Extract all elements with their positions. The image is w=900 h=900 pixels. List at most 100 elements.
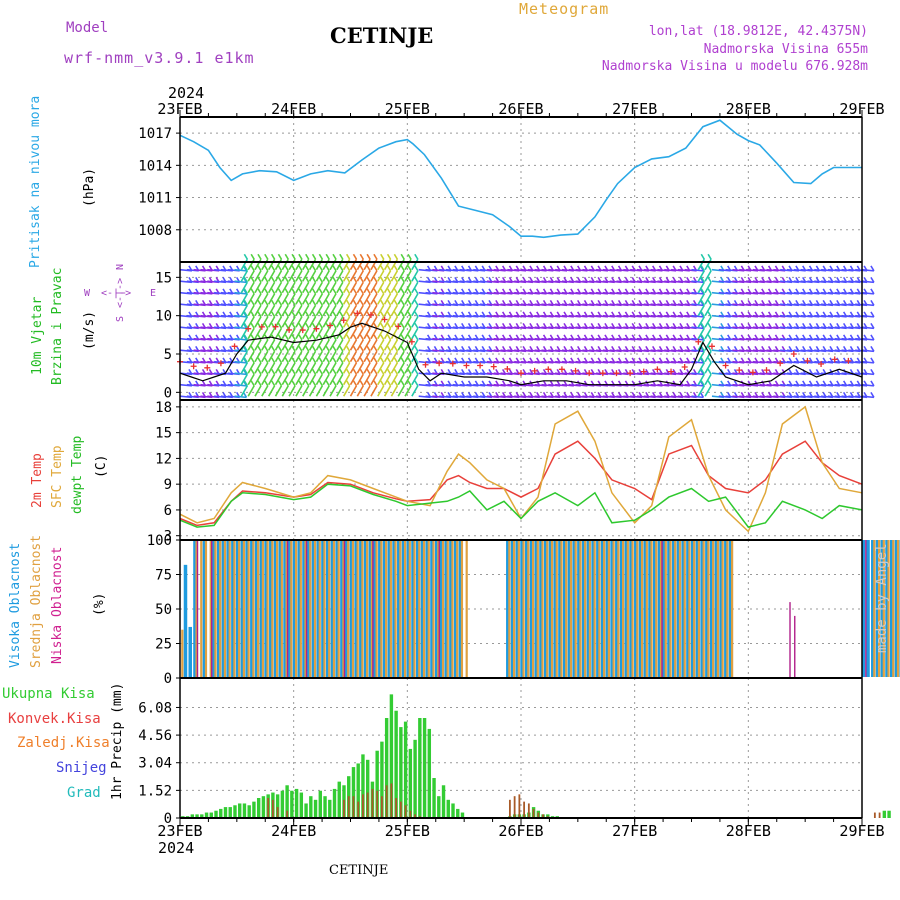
cloud-high-bar	[453, 540, 458, 677]
wind-gust-marker	[804, 357, 811, 364]
cloud-mid-bar	[408, 540, 411, 677]
wind-barb	[329, 293, 337, 305]
wind-barb	[274, 373, 283, 386]
wind-barb-flag	[707, 299, 712, 306]
wind-barb-flag	[386, 265, 392, 272]
cloud-high-bar	[671, 540, 676, 677]
cloud-high-bar	[278, 540, 283, 677]
wind-barb-flag	[264, 345, 269, 352]
wind-barb-flag	[373, 322, 378, 329]
cloud-high-bar	[359, 540, 363, 677]
precip-total-bar	[432, 778, 436, 818]
cloud-high-bar	[889, 540, 894, 677]
cloud-mid-bar	[441, 540, 445, 677]
wind-barb-flag	[277, 253, 283, 260]
wind-barb-flag	[270, 368, 276, 375]
cloud-mid-bar	[693, 540, 696, 677]
wind-barb-flag	[380, 299, 385, 306]
wind-barb	[697, 258, 705, 271]
wind-gust-marker	[354, 310, 361, 317]
wind-barb-flag	[298, 345, 303, 352]
y-tick-label: 3	[164, 529, 172, 545]
wind-barb	[370, 304, 378, 317]
wind-barb-flag	[291, 265, 296, 272]
wind-barb	[349, 373, 358, 386]
cloud-mid-bar	[313, 540, 317, 677]
wind-barb-flag	[359, 265, 364, 272]
wind-barb-flag	[284, 276, 289, 283]
wind-barb	[267, 362, 276, 374]
wind-barb	[281, 362, 289, 374]
cloud-high-bar	[212, 540, 216, 677]
wind-barb	[342, 373, 351, 386]
cloud-mid-bar	[195, 540, 198, 677]
cloud-mid-bar	[603, 540, 606, 677]
wind-barb	[411, 281, 419, 294]
precip-total-bar	[275, 794, 280, 818]
wind-barb-flag	[250, 345, 255, 352]
precip-total-bar	[294, 788, 299, 818]
wind-barb-flag	[352, 265, 358, 272]
cloud-mid-bar	[257, 540, 260, 677]
wind-barb	[411, 316, 419, 328]
wind-barb	[315, 385, 324, 397]
cloud-high-bar	[368, 540, 373, 677]
cloud-low-bar	[343, 540, 346, 677]
cloud-mid-bar	[541, 540, 544, 677]
wind-barb	[274, 270, 283, 282]
cloud-high-bar	[387, 540, 392, 677]
cloud-mid-bar	[351, 540, 355, 677]
wind-barb	[349, 316, 358, 328]
wind-barb	[363, 304, 371, 317]
precip-conv-bar	[385, 785, 388, 818]
cloud-mid-bar	[877, 540, 881, 677]
wind-barb	[274, 316, 283, 328]
wind-barb	[342, 293, 351, 305]
wind-barb-flag	[298, 322, 303, 329]
precip-conv-bar	[271, 799, 274, 818]
wind-barb	[322, 327, 330, 340]
wind-barb	[356, 339, 364, 351]
wind-barb-flag	[414, 311, 419, 318]
cloud-high-bar	[269, 540, 273, 677]
wind-barb-flag	[707, 380, 712, 387]
cloud-mid-bar	[266, 540, 269, 677]
cloud-mid-bar	[896, 540, 900, 677]
cloud-mid-bar	[522, 540, 525, 677]
wind-barb-flag	[243, 334, 249, 341]
wind-barb-flag	[298, 253, 303, 260]
cloud-high-bar	[226, 540, 230, 677]
wind-barb-flag	[414, 299, 419, 306]
wind-barb-flag	[284, 345, 289, 352]
cloud-mid-bar	[716, 540, 720, 677]
wind-barb-flag	[311, 357, 317, 364]
wind-barb-flag	[264, 253, 269, 260]
wind-barb	[336, 281, 344, 294]
y-tick-label: 0	[164, 671, 172, 687]
wind-gust-marker	[586, 370, 593, 377]
wind-barb	[295, 362, 303, 374]
wind-barb	[329, 339, 337, 351]
precip-total-bar	[195, 814, 199, 818]
wind-barb	[247, 304, 255, 317]
cloud-mid-bar	[683, 540, 686, 677]
cloud-mid-bar	[209, 540, 212, 677]
cloud-low-bar	[211, 540, 213, 677]
wind-barb	[356, 316, 364, 328]
wind-barb	[267, 258, 276, 271]
wind-barb-flag	[373, 345, 378, 352]
wind-barb-flag	[380, 322, 385, 329]
wind-barb-flag	[325, 368, 330, 375]
wind-barb	[247, 270, 255, 282]
precip-total-bar	[252, 801, 256, 818]
wind-barb	[288, 293, 296, 305]
wind-barb-flag	[318, 276, 324, 283]
wind-barb	[261, 362, 269, 374]
wind-barb	[234, 383, 247, 387]
wind-barb-flag	[284, 334, 289, 341]
wind-barb	[397, 316, 405, 328]
cloud-mid-bar	[622, 540, 625, 677]
cloud-high-bar	[449, 540, 453, 677]
wind-barb	[254, 362, 262, 374]
cloud-mid-bar	[664, 540, 667, 677]
